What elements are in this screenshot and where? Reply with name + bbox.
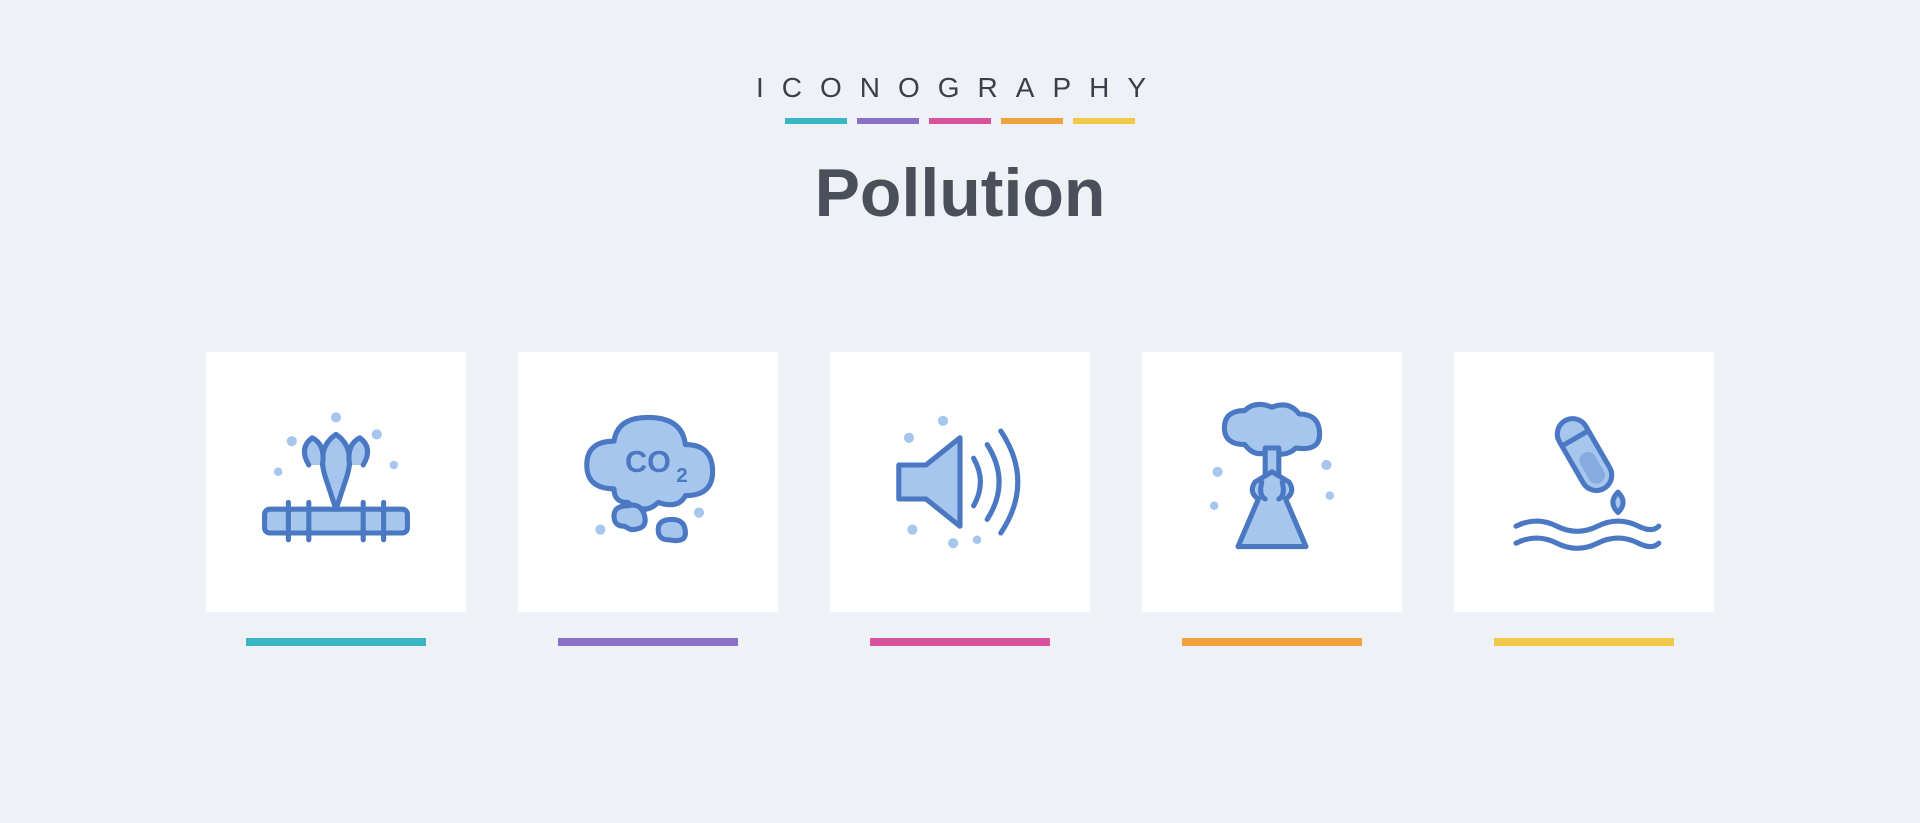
accent-seg-2: [929, 118, 991, 124]
card-underline: [246, 638, 426, 646]
icon-tile: [206, 352, 466, 612]
svg-text:2: 2: [676, 465, 687, 487]
card-underline: [870, 638, 1050, 646]
co2-cloud-icon: CO 2: [563, 397, 733, 567]
pipe-burst-icon: [251, 397, 421, 567]
card-underline: [1182, 638, 1362, 646]
icon-tile: CO 2: [518, 352, 778, 612]
icon-card: [1454, 352, 1714, 646]
icon-tile: [830, 352, 1090, 612]
icon-grid: CO 2: [206, 352, 1714, 646]
icon-card: [830, 352, 1090, 646]
brand-label: ICONOGRAPHY: [756, 72, 1164, 104]
volcano-icon: [1187, 397, 1357, 567]
icon-tile: [1142, 352, 1402, 612]
card-underline: [1494, 638, 1674, 646]
icon-card: CO 2: [518, 352, 778, 646]
accent-seg-4: [1073, 118, 1135, 124]
water-waste-icon: [1499, 397, 1669, 567]
icon-card: [1142, 352, 1402, 646]
accent-seg-3: [1001, 118, 1063, 124]
card-underline: [558, 638, 738, 646]
accent-seg-1: [857, 118, 919, 124]
icon-tile: [1454, 352, 1714, 612]
accent-seg-0: [785, 118, 847, 124]
brand-underline: [785, 118, 1135, 124]
svg-text:CO: CO: [625, 445, 671, 479]
noise-icon: [875, 397, 1045, 567]
pack-title: Pollution: [815, 154, 1106, 232]
icon-card: [206, 352, 466, 646]
